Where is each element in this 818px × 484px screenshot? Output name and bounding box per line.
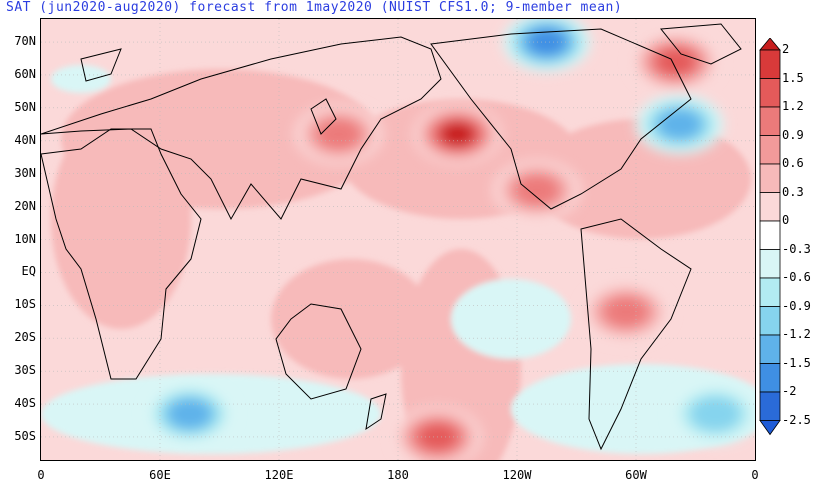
colorbar-label: -1.2 (782, 327, 811, 341)
colorbar-box (759, 277, 781, 307)
colorbar-box (759, 135, 781, 165)
anomaly-map (41, 19, 755, 460)
colorbar-box (759, 306, 781, 336)
colorbar-box (759, 220, 781, 250)
warm-south-america (604, 297, 648, 327)
colorbar-box (759, 163, 781, 193)
gridlines (41, 19, 755, 460)
colorbar-label: 2 (782, 42, 790, 56)
lon-label: 60W (625, 468, 647, 482)
colorbar-top-arrow (759, 38, 781, 51)
colorbar-label: -0.6 (782, 270, 811, 284)
lon-label: 120E (264, 468, 294, 482)
cold-north-atlantic (658, 109, 701, 139)
map-frame (40, 18, 756, 461)
colorbar-label: -0.9 (782, 298, 811, 313)
colorbar-box (759, 363, 781, 393)
colorbar-label: 1.5 (782, 70, 804, 85)
colorbar-bottom-arrow (759, 420, 781, 436)
coastlines (41, 23, 742, 451)
lon-label: 0 (751, 468, 759, 482)
colorbar-label: 0.9 (782, 127, 804, 142)
map-title: SAT (jun2020-aug2020) forecast from 1may… (6, 0, 623, 15)
colorbar-box (759, 49, 781, 79)
warm-greenland (657, 49, 695, 75)
cold-south-atlantic (690, 396, 741, 431)
colorbar-box (759, 391, 781, 421)
anomaly-features (145, 19, 755, 460)
lat-label: EQ (21, 264, 36, 279)
colorbar-label: 0.6 (782, 156, 804, 170)
lat-label: 20N (14, 198, 36, 213)
colorbar-label: -1.5 (782, 355, 811, 370)
warm-north-pacific (440, 122, 475, 146)
colorbar-label: -2 (782, 384, 797, 398)
lon-label: 120W (502, 468, 532, 482)
colorbar-label: -0.3 (782, 241, 811, 256)
lat-label: 40S (14, 396, 36, 411)
colorbar-box (759, 78, 781, 108)
warm-baja (515, 175, 559, 205)
lat-label: 10S (14, 297, 36, 312)
colorbar-box (759, 192, 781, 222)
colorbar-box (759, 334, 781, 364)
warm-east-asia (317, 119, 360, 149)
colorbar-label: -2.5 (782, 412, 811, 427)
lat-label: 50N (14, 99, 36, 114)
lat-label: 60N (14, 66, 36, 81)
colorbar-box (759, 249, 781, 279)
lon-label: 0 (37, 468, 45, 482)
lat-label: 20S (14, 330, 36, 345)
cold-canada-arctic (528, 29, 566, 55)
lat-label: 10N (14, 231, 36, 246)
colorbar-label: 1.2 (782, 99, 804, 113)
lat-label: 40N (14, 132, 36, 147)
colorbar (759, 38, 781, 436)
lon-label: 60E (149, 468, 171, 482)
colorbar-box (759, 106, 781, 136)
colorbar-label: 0.3 (782, 184, 804, 199)
anomaly-field (41, 65, 755, 460)
lat-label: 30N (14, 165, 36, 180)
colorbar-boxes (759, 38, 781, 436)
lat-label: 50S (14, 428, 36, 443)
colorbar-label: 0 (782, 213, 790, 227)
lon-label: 180 (387, 468, 409, 482)
lat-label: 70N (14, 34, 36, 49)
cold-southern-indian (168, 399, 211, 429)
lat-label: 30S (14, 363, 36, 378)
